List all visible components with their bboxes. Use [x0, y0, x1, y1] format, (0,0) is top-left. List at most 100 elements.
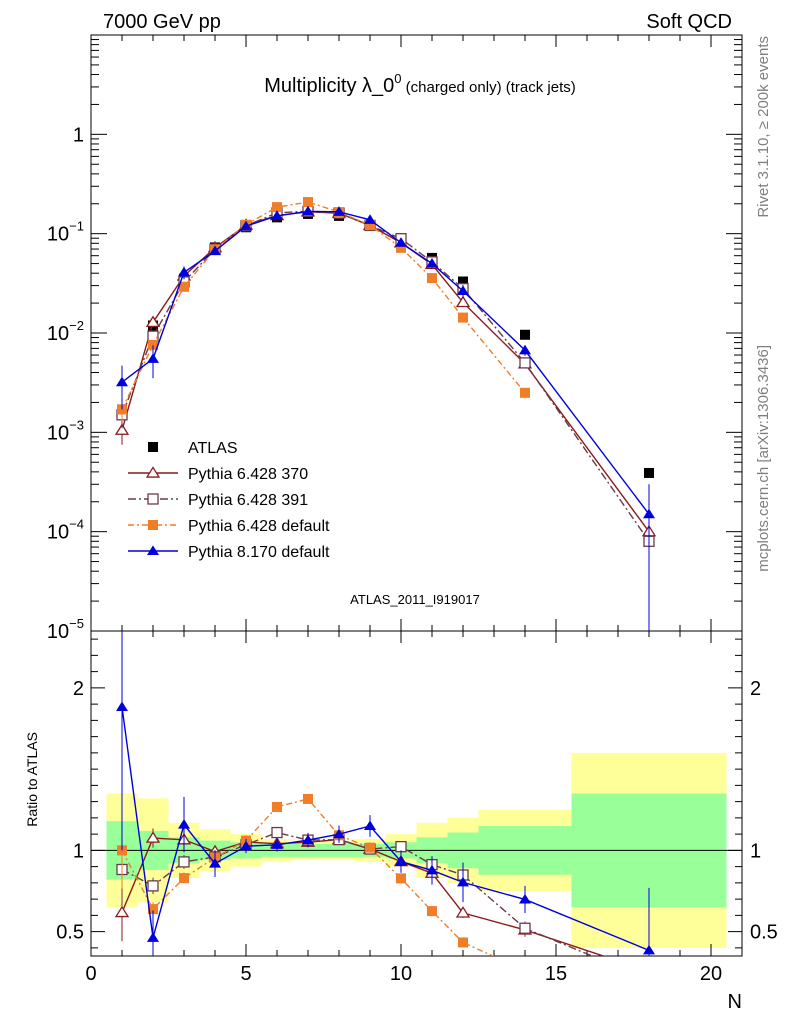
- y-tick-base: 10: [47, 522, 69, 544]
- series-point: [147, 353, 159, 363]
- y-tick-base: 10: [47, 323, 69, 345]
- x-tick-label: 20: [700, 963, 722, 985]
- y-tick-label: 10−5: [47, 616, 84, 643]
- legend-item: Pythia 6.428 391: [128, 492, 308, 509]
- ratio-point: [179, 873, 189, 884]
- series-point: [179, 281, 189, 292]
- series-3: [116, 205, 655, 956]
- ratio-point: [272, 801, 282, 812]
- y-tick-label: 10−1: [47, 219, 84, 246]
- y-tick-label: 10−4: [47, 517, 84, 544]
- ratio-tick-label-right: 1: [750, 840, 761, 862]
- ratio-point: [209, 857, 221, 868]
- x-axis-label: N: [728, 991, 742, 1013]
- x-tick-label: 0: [85, 963, 96, 985]
- chart-title-sup: 0: [394, 71, 401, 86]
- ratio-point: [116, 701, 128, 712]
- ratio-point: [364, 820, 376, 831]
- ratio-point: [303, 793, 313, 804]
- series-point: [426, 257, 438, 268]
- ratio-point: [426, 864, 438, 875]
- ratio-point: [145, 831, 161, 843]
- ratio-point: [395, 856, 407, 866]
- series-point: [519, 344, 531, 355]
- ratio-point: [455, 906, 471, 918]
- chart-title-suffix: (charged only) (track jets): [402, 79, 576, 96]
- ratio-point: [114, 905, 130, 918]
- x-tick-label: 10: [390, 963, 412, 985]
- y-tick-exponent: −2: [69, 318, 84, 333]
- atlas-point: [458, 276, 468, 287]
- y-tick-exponent: −1: [69, 219, 84, 234]
- legend-marker: [147, 545, 159, 556]
- series-point: [396, 242, 406, 253]
- series-point: [395, 237, 407, 247]
- ratio-tick-label-right: 0.5: [750, 922, 778, 944]
- series-2: [117, 197, 530, 956]
- series-point: [148, 339, 158, 350]
- series-point: [178, 266, 190, 277]
- legend-item: ATLAS: [148, 440, 238, 457]
- ratio-point: [147, 932, 159, 942]
- legend-marker: [148, 442, 158, 452]
- ratio-point: [148, 904, 158, 915]
- series-point: [240, 220, 252, 231]
- x-tick-label: 5: [240, 963, 251, 985]
- y-tick-base: 10: [47, 621, 69, 643]
- y-axis-label-ratio: Ratio to ATLAS: [24, 732, 40, 827]
- legend-item: Pythia 6.428 default: [128, 518, 330, 535]
- header-right: Soft QCD: [646, 11, 732, 33]
- series-point: [457, 285, 469, 296]
- legend-item: Pythia 8.170 default: [128, 544, 330, 561]
- ratio-panel-frame: [90, 630, 743, 957]
- x-tick-label: 15: [545, 963, 567, 985]
- frames-and-ticks: [90, 34, 743, 957]
- legend-label: Pythia 8.170 default: [188, 544, 330, 561]
- header-left: 7000 GeV pp: [103, 11, 221, 33]
- ratio-point: [519, 893, 531, 904]
- y-tick-label: 10−3: [47, 417, 84, 444]
- legend-marker: [147, 493, 159, 505]
- atlas-point: [520, 329, 530, 340]
- ratio-tick-label-left: 0.5: [56, 922, 84, 944]
- ratio-point: [365, 842, 375, 853]
- series-point: [458, 312, 468, 323]
- legend: ATLAS Pythia 6.428 370 Pythia 6.428 391 Pyt…: [128, 440, 330, 561]
- legend-marker: [145, 466, 161, 478]
- ratio-point: [643, 944, 655, 955]
- y-tick-exponent: −3: [69, 417, 84, 432]
- series-point: [271, 210, 283, 220]
- ratio-line: [121, 706, 650, 952]
- series-point: [145, 315, 161, 328]
- ratio-point: [427, 906, 437, 917]
- series-point: [364, 214, 376, 224]
- series-point: [114, 423, 130, 435]
- series-point: [209, 245, 221, 256]
- series-point: [116, 376, 128, 387]
- series-line: [121, 210, 650, 515]
- data-series: [114, 197, 657, 956]
- series-point: [455, 295, 471, 308]
- legend-label: ATLAS: [188, 440, 238, 457]
- ratio-point: [147, 880, 159, 892]
- legend-label: Pythia 6.428 default: [188, 518, 330, 535]
- series-point: [519, 357, 531, 369]
- ratio-point: [178, 818, 190, 829]
- series-point: [147, 330, 159, 342]
- y-tick-label: 10−2: [47, 318, 84, 345]
- ratio-point: [240, 840, 252, 851]
- ratio-point: [178, 856, 190, 868]
- chart-title: Multiplicity λ_00 (charged only) (track …: [264, 71, 576, 97]
- y-tick-base: 1: [73, 124, 84, 146]
- series-point: [303, 197, 313, 208]
- series-line: [121, 211, 650, 533]
- atlas-point: [644, 467, 654, 478]
- series-point: [272, 202, 282, 213]
- series-point: [302, 205, 314, 216]
- y-tick-base: 10: [47, 224, 69, 246]
- legend-label: Pythia 6.428 370: [188, 466, 308, 483]
- series-point: [427, 273, 437, 284]
- series-point: [520, 387, 530, 398]
